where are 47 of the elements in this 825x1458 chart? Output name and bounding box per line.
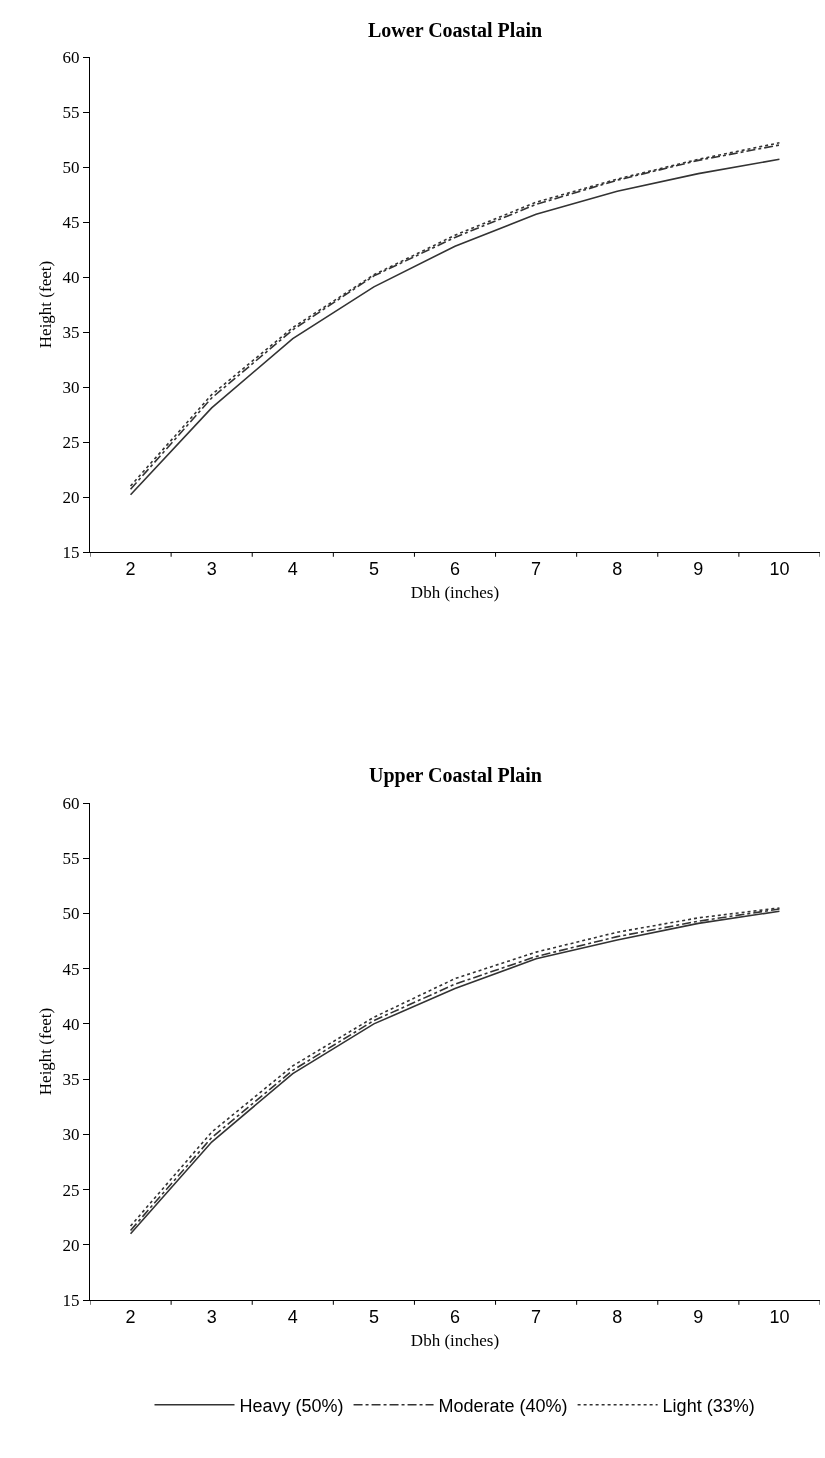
y-tick-label: 55 (62, 849, 80, 869)
x-axis-title: Dbh (inches) (410, 583, 500, 603)
y-tick-label: 40 (62, 1014, 80, 1034)
y-tick-label: 15 (62, 542, 80, 562)
y-tick-label: 35 (62, 322, 80, 342)
legend-label: Light (33%) (662, 1395, 755, 1416)
x-tick-label: 6 (449, 1306, 461, 1327)
x-tick-label: 6 (449, 558, 461, 579)
y-axis-title: Height (feet) (36, 1007, 56, 1096)
x-tick-label: 7 (531, 1306, 542, 1327)
y-tick-label: 55 (62, 102, 80, 122)
x-tick-label: 4 (287, 1306, 298, 1327)
y-axis-title: Height (feet) (36, 260, 56, 349)
x-tick-label: 2 (125, 1306, 136, 1327)
legend-label: Moderate (40%) (438, 1395, 568, 1416)
x-tick-label: 5 (368, 1306, 379, 1327)
y-tick-label: 60 (62, 47, 80, 67)
y-tick-label: 35 (62, 1070, 80, 1090)
y-tick-label: 25 (62, 432, 80, 452)
y-tick-label: 50 (62, 904, 80, 924)
y-tick-label: 20 (62, 1235, 80, 1255)
y-tick-label: 30 (62, 377, 80, 397)
x-tick-label: 10 (769, 1306, 790, 1327)
y-tick-label: 30 (62, 1125, 80, 1145)
chart-title: Lower Coastal Plain (368, 19, 543, 41)
y-tick-label: 40 (62, 267, 80, 287)
y-tick-label: 50 (62, 157, 80, 177)
y-tick-label: 60 (62, 793, 80, 813)
x-tick-label: 4 (287, 558, 298, 579)
x-tick-label: 9 (693, 1306, 704, 1327)
x-tick-label: 10 (769, 558, 790, 579)
chart-title: Upper Coastal Plain (369, 764, 542, 787)
x-tick-label: 8 (612, 558, 623, 579)
y-tick-label: 25 (62, 1180, 80, 1200)
x-axis-title: Dbh (inches) (410, 1331, 500, 1351)
y-tick-label: 15 (62, 1290, 80, 1310)
y-tick-label: 20 (62, 487, 80, 507)
x-tick-label: 5 (368, 558, 379, 579)
legend-label: Heavy (50%) (239, 1395, 344, 1416)
x-tick-label: 7 (531, 558, 542, 579)
x-tick-label: 3 (206, 558, 217, 579)
x-tick-label: 3 (206, 1306, 217, 1327)
x-tick-label: 2 (125, 558, 136, 579)
x-tick-label: 9 (693, 558, 704, 579)
y-tick-label: 45 (62, 212, 80, 232)
x-tick-label: 8 (612, 1306, 623, 1327)
y-tick-label: 45 (62, 959, 80, 979)
